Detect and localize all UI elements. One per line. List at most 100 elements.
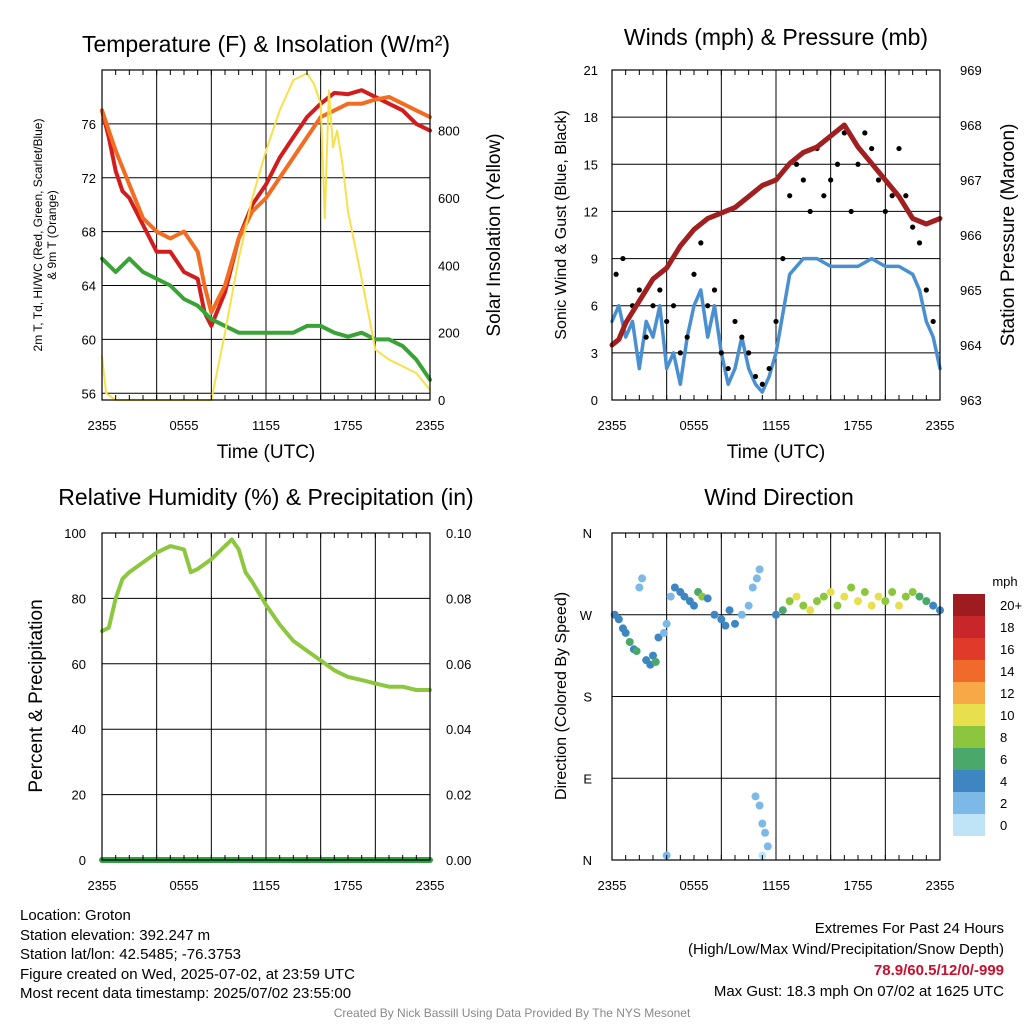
relative-humidity-line xyxy=(100,537,432,692)
wind-direction-point xyxy=(635,583,644,592)
y-tick-label-right: 967 xyxy=(960,173,982,188)
gust-point xyxy=(923,287,929,293)
y-tick-label-left: N xyxy=(583,526,592,541)
legend-swatch xyxy=(953,660,985,682)
wind-direction-point xyxy=(922,597,931,606)
legend-swatch xyxy=(953,682,985,704)
legend-label: 2 xyxy=(1000,796,1007,811)
wind-direction-point xyxy=(854,597,862,606)
nine-m-temp-line xyxy=(100,94,432,315)
wind-direction-point xyxy=(651,657,660,666)
wind-direction-point xyxy=(748,583,757,592)
dewpoint-line xyxy=(100,256,432,382)
legend-label: 12 xyxy=(1000,686,1014,701)
y-tick-label-left: 6 xyxy=(591,299,598,314)
wind-direction-point xyxy=(744,601,753,610)
gust-point xyxy=(725,365,731,372)
y-tick-label-left: 0 xyxy=(79,853,86,868)
legend-label: 6 xyxy=(1000,752,1007,767)
gust-point xyxy=(903,193,909,199)
y-tick-label-left: 20 xyxy=(72,788,86,803)
wind-direction-point xyxy=(847,583,856,592)
y-tick-label-right: 964 xyxy=(960,338,982,353)
gust-point xyxy=(636,287,642,293)
gust-point xyxy=(807,208,813,215)
legend-label: 10 xyxy=(1000,708,1014,723)
chart-title: Temperature (F) & Insolation (W/m²) xyxy=(82,31,450,57)
y-tick-label-left: N xyxy=(583,853,592,868)
y-tick-label-left: 21 xyxy=(584,63,598,78)
legend-label: 18 xyxy=(1000,620,1014,635)
wind-direction-point xyxy=(666,592,675,601)
gust-point xyxy=(759,381,765,387)
legend-label: 16 xyxy=(1000,642,1014,657)
gust-point xyxy=(677,350,683,356)
x-axis-label: Time (UTC) xyxy=(217,442,316,463)
wind-direction-point xyxy=(867,601,876,610)
y-axis-label-left: Percent & Precipitation xyxy=(26,599,47,792)
gust-point xyxy=(916,240,923,246)
y-tick-label-right: 0.02 xyxy=(446,788,471,803)
gust-point xyxy=(711,287,718,293)
chart-title: Wind Direction xyxy=(704,484,854,510)
wind-direction-point xyxy=(758,819,767,828)
gust-point xyxy=(834,161,841,167)
y-tick-label-left: E xyxy=(583,771,592,786)
wind-direction-point xyxy=(662,619,671,628)
panel-1-grid xyxy=(102,70,430,400)
legend-label: 8 xyxy=(1000,730,1007,745)
gust-point xyxy=(773,318,779,325)
gust-point xyxy=(732,318,738,325)
wind-direction-point xyxy=(874,592,883,601)
gust-point xyxy=(698,240,704,246)
legend-swatch xyxy=(953,704,985,726)
gust-point xyxy=(691,271,697,277)
legend-label: 4 xyxy=(1000,774,1007,789)
wind-direction-point xyxy=(731,619,739,628)
wind-direction-point xyxy=(833,601,842,610)
gust-point xyxy=(718,350,724,356)
legend-label: 0 xyxy=(1000,818,1007,833)
y-tick-label-left: 80 xyxy=(72,591,86,606)
wind-direction-point xyxy=(755,801,764,810)
wind-direction-point xyxy=(895,601,903,610)
legend-swatch xyxy=(953,792,985,814)
latlon-text: Station lat/lon: 42.5485; -76.3753 xyxy=(20,946,242,963)
wind-direction-point xyxy=(761,828,770,837)
legend-swatch xyxy=(953,638,985,660)
y-tick-label-left: 40 xyxy=(72,722,86,737)
gust-point xyxy=(889,193,895,199)
recent-data-text: Most recent data timestamp: 2025/07/02 2… xyxy=(20,985,352,1002)
wind-direction-point xyxy=(680,592,689,601)
wind-direction-point xyxy=(763,842,772,851)
legend-title: mph xyxy=(992,574,1017,589)
y-axis-label-left: Direction (Colored By Speed) xyxy=(553,592,570,800)
wind-direction-point xyxy=(654,633,663,642)
wind-direction-point xyxy=(778,606,787,615)
gust-point xyxy=(821,193,827,199)
y-axis-label-right: Solar Insolation (Yellow) xyxy=(484,133,505,336)
wind-direction-point xyxy=(819,592,828,601)
wind-direction-point xyxy=(725,606,734,615)
station-pressure-line xyxy=(609,122,943,348)
wind-direction-point xyxy=(751,792,760,801)
created-text: Figure created on Wed, 2025-07-02, at 23… xyxy=(20,965,355,983)
gust-point xyxy=(869,145,875,152)
legend-swatch xyxy=(953,594,985,616)
gust-point xyxy=(650,303,656,309)
gust-point xyxy=(882,208,888,215)
x-tick-label: 2355 xyxy=(416,878,445,893)
chart-title: Relative Humidity (%) & Precipitation (i… xyxy=(58,484,473,510)
wind-direction-point xyxy=(717,615,726,624)
y-tick-label-right: 968 xyxy=(960,118,982,133)
wind-direction-point xyxy=(755,565,764,574)
wind-direction-point xyxy=(806,606,815,615)
legend-swatch xyxy=(953,726,985,748)
elevation-text: Station elevation: 392.247 m xyxy=(20,926,211,944)
wind-direction-point xyxy=(881,597,890,606)
gust-point xyxy=(684,334,690,340)
y-tick-label-left: W xyxy=(580,608,593,623)
gust-point xyxy=(896,145,902,152)
gust-point xyxy=(620,255,626,262)
y-axis-label-right: Station Pressure (Maroon) xyxy=(998,124,1019,347)
